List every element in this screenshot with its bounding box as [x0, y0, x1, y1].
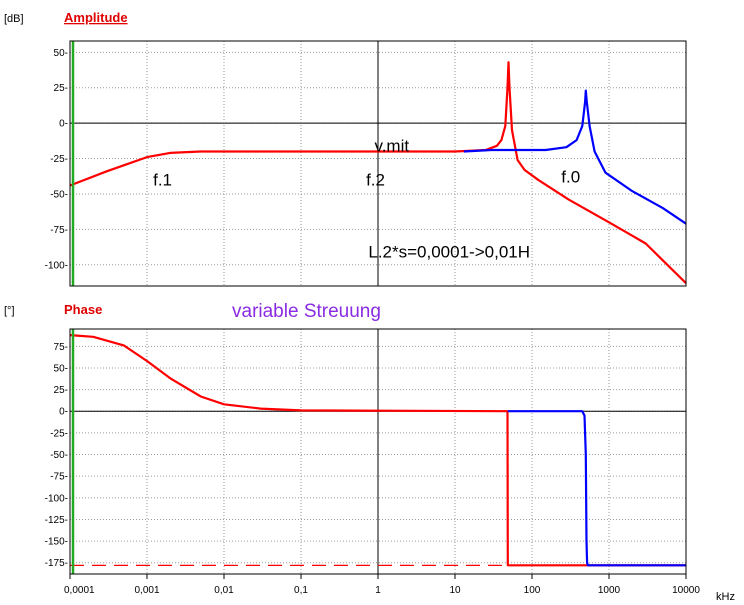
y-tick-label: -150-: [45, 537, 68, 548]
annotation-label: L.2*s=0,0001->0,01H: [368, 243, 530, 262]
x-axis-ticks: 0,0001 0,001 0,01 0,1 1 10 100 1000 10000: [64, 574, 700, 596]
y-tick-label: 50-: [54, 363, 68, 374]
annotation-label: v.mit: [374, 136, 409, 155]
y-tick-label: -125-: [45, 515, 68, 526]
x-tick-label: 1000: [598, 585, 621, 596]
x-tick-label: 0,01: [214, 585, 234, 596]
y-tick-label: 25-: [54, 385, 68, 396]
phase-y-ticks: 75- 50- 25- 0- -25- -50- -75- -100- -125- -150- -1…: [45, 342, 68, 569]
phase-panel: [°] Phase variable Streuung 75- 50- 25- 0- -…: [4, 301, 687, 575]
x-tick-label: 10: [449, 585, 461, 596]
y-tick-label: -100-: [45, 260, 68, 271]
x-tick-label: 1: [375, 585, 381, 596]
y-tick-label: -100-: [45, 493, 68, 504]
amplitude-panel: [dB] Amplitude 50- 25- 0- -25- -50- -75- -100-…: [4, 10, 687, 287]
y-tick-label: -50-: [50, 189, 68, 200]
x-axis-unit: kHz: [716, 591, 735, 603]
annotation-label: f.2: [366, 170, 385, 189]
annotation-label: f.1: [153, 170, 172, 189]
y-tick-label: -50-: [50, 450, 68, 461]
y-tick-label: -25-: [50, 428, 68, 439]
y-tick-label: -75-: [50, 225, 68, 236]
y-tick-label: -75-: [50, 472, 68, 483]
phase-title: Phase: [64, 302, 102, 317]
amplitude-unit: [dB]: [4, 13, 24, 25]
blue-series-line: [463, 89, 687, 225]
x-tick-label: 0,1: [294, 585, 308, 596]
amplitude-series: [69, 61, 687, 284]
amplitude-annotations: v.mit f.1 f.2 f.0 L.2*s=0,0001->0,01H: [153, 136, 580, 261]
phase-grid: [69, 329, 687, 574]
blue-series-line: [507, 410, 686, 567]
y-tick-label: 0-: [59, 407, 68, 418]
amplitude-frame: [69, 40, 687, 287]
y-tick-label: -175-: [45, 558, 68, 569]
x-tick-label: 0,0001: [64, 585, 95, 596]
annotation-label: f.0: [561, 168, 580, 187]
y-tick-label: -25-: [50, 154, 68, 165]
y-tick-label: 0-: [59, 119, 68, 130]
phase-unit: [°]: [4, 305, 15, 317]
y-tick-label: 75-: [54, 342, 68, 353]
phase-subtitle: variable Streuung: [232, 301, 381, 322]
phase-series: [69, 334, 686, 567]
x-tick-label: 10000: [672, 585, 700, 596]
x-tick-label: 100: [524, 585, 541, 596]
x-tick-label: 0,001: [134, 585, 159, 596]
y-tick-label: 50-: [54, 48, 68, 59]
amplitude-y-ticks: 50- 25- 0- -25- -50- -75- -100-: [45, 48, 68, 271]
amplitude-title: Amplitude: [64, 10, 128, 25]
red-series-line: [69, 334, 686, 567]
y-tick-label: 25-: [54, 83, 68, 94]
red-series-line: [69, 61, 687, 284]
